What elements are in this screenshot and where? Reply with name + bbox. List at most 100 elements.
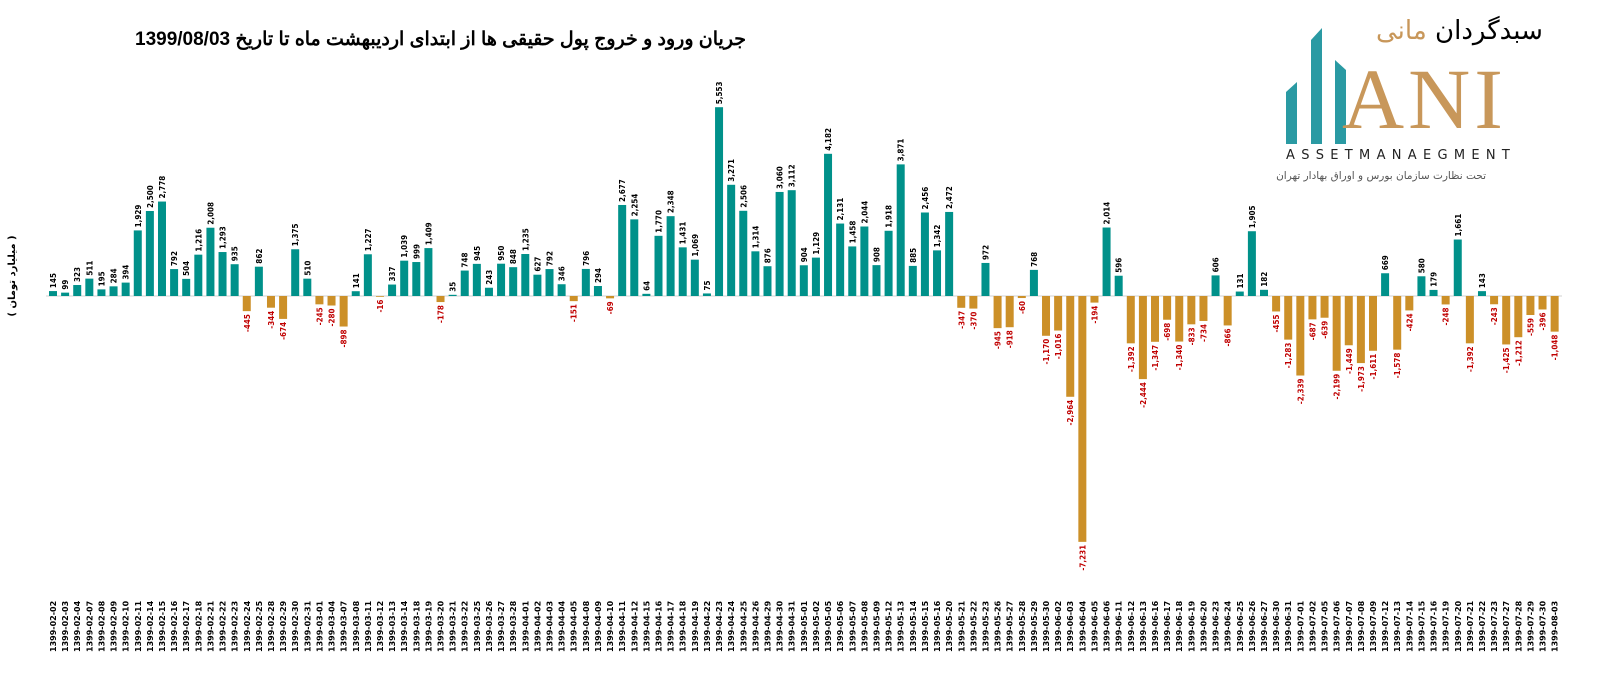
bar: [1054, 296, 1063, 331]
data-label: 862: [255, 249, 264, 264]
data-label: 1,929: [134, 205, 143, 228]
bar: [1102, 227, 1111, 296]
x-tick-label: 1399-05-28: [1018, 600, 1027, 652]
bar: [484, 287, 493, 296]
x-tick-label: 1399-02-14: [146, 600, 155, 652]
x-tick-label: 1399-04-02: [533, 601, 542, 652]
x-tick-label: 1399-03-27: [497, 601, 506, 652]
x-tick-label: 1399-06-26: [1248, 600, 1257, 652]
bar: [896, 164, 905, 296]
x-tick-label: 1399-03-08: [352, 600, 361, 652]
bar: [497, 263, 506, 296]
bar: [739, 210, 748, 296]
logo-name-part2: مانی: [1376, 16, 1427, 46]
x-tick-label: 1399-03-28: [509, 600, 518, 652]
bar: [400, 260, 409, 296]
data-label: -151: [570, 304, 579, 322]
x-tick-label: 1399-02-29: [279, 600, 288, 652]
data-label: 511: [85, 261, 94, 276]
chart-title: جریان ورود و خروج پول حقیقی ها از ابتدای…: [135, 29, 747, 50]
data-label: 1,235: [521, 228, 530, 251]
bar: [1126, 296, 1135, 344]
data-label: 2,472: [945, 186, 954, 209]
bar: [811, 257, 820, 296]
bar: [581, 268, 590, 296]
data-label: -243: [1490, 307, 1499, 325]
x-tick-label: 1399-05-05: [824, 600, 833, 652]
x-tick-label: 1399-06-03: [1066, 601, 1075, 652]
data-label: 1,661: [1454, 214, 1463, 237]
bar: [194, 254, 203, 296]
bar: [908, 265, 917, 296]
bar: [1502, 296, 1511, 345]
x-tick-label: 1399-07-23: [1490, 601, 1499, 652]
x-tick-label: 1399-06-17: [1163, 601, 1172, 652]
data-label: 179: [1430, 272, 1439, 287]
x-tick-label: 1399-02-07: [85, 601, 94, 652]
bar: [388, 284, 397, 296]
bar: [218, 252, 227, 296]
bar: [1550, 296, 1559, 332]
bar: [266, 296, 275, 308]
x-tick-label: 1399-07-27: [1502, 601, 1511, 652]
data-label: -1,283: [1284, 343, 1293, 369]
data-label: 1,905: [1248, 205, 1257, 228]
x-tick-label: 1399-03-20: [437, 600, 446, 652]
x-tick-label: 1399-02-22: [219, 601, 228, 652]
bar: [1187, 296, 1196, 325]
x-tick-label: 1399-07-30: [1539, 600, 1548, 652]
x-tick-label: 1399-06-25: [1236, 600, 1245, 652]
data-label: 337: [388, 267, 397, 282]
data-label: 627: [533, 257, 542, 272]
x-tick-label: 1399-02-04: [73, 600, 82, 652]
data-label: -178: [437, 305, 446, 323]
bar: [1381, 273, 1390, 296]
bar: [642, 293, 651, 296]
data-label: 1,918: [885, 205, 894, 228]
bar: [1151, 296, 1160, 342]
data-label: 131: [1236, 274, 1245, 289]
bar: [824, 153, 833, 296]
x-tick-label: 1399-06-31: [1284, 600, 1293, 652]
bar: [1163, 296, 1172, 320]
bar: [291, 249, 300, 296]
x-tick-label: 1399-07-12: [1381, 601, 1390, 652]
x-tick-label: 1399-03-07: [340, 601, 349, 652]
bar: [993, 296, 1002, 329]
x-tick-label: 1399-07-05: [1321, 600, 1330, 652]
bar: [1538, 296, 1547, 310]
bar: [787, 190, 796, 296]
data-label: 908: [872, 247, 881, 262]
bar: [97, 289, 106, 296]
x-tick-label: 1399-07-07: [1345, 601, 1354, 652]
bar: [727, 184, 736, 296]
bar: [1490, 296, 1499, 305]
bar: [121, 282, 130, 296]
x-tick-label: 1399-06-12: [1127, 601, 1136, 652]
x-tick-label: 1399-07-20: [1454, 600, 1463, 652]
data-label: 999: [412, 244, 421, 259]
data-label: -1,170: [1042, 339, 1051, 365]
x-tick-label: 1399-05-01: [800, 600, 809, 652]
logo-tagline-en: ASSETMANAEGMENT: [1286, 148, 1517, 163]
x-tick-label: 1399-02-31: [303, 600, 312, 652]
data-label: 748: [461, 253, 470, 268]
data-label: -674: [279, 322, 288, 340]
bar: [1066, 296, 1075, 397]
logo-persian-name: سبدگردان مانی: [1376, 14, 1543, 48]
x-tick-label: 1399-06-27: [1260, 601, 1269, 652]
data-label: 1,129: [812, 232, 821, 255]
data-label: -2,964: [1066, 400, 1075, 426]
x-tick-label: 1399-07-15: [1417, 600, 1426, 652]
x-tick-label: 1399-07-01: [1296, 600, 1305, 652]
bar: [799, 265, 808, 296]
x-tick-label: 1399-05-13: [897, 601, 906, 652]
x-tick-label: 1399-07-14: [1405, 600, 1414, 652]
data-label: -2,339: [1296, 379, 1305, 405]
data-label: 2,131: [836, 198, 845, 221]
data-label: 1,039: [400, 235, 409, 258]
data-label: -866: [1224, 328, 1233, 346]
x-tick-label: 1399-02-03: [61, 601, 70, 652]
bar: [472, 263, 481, 296]
